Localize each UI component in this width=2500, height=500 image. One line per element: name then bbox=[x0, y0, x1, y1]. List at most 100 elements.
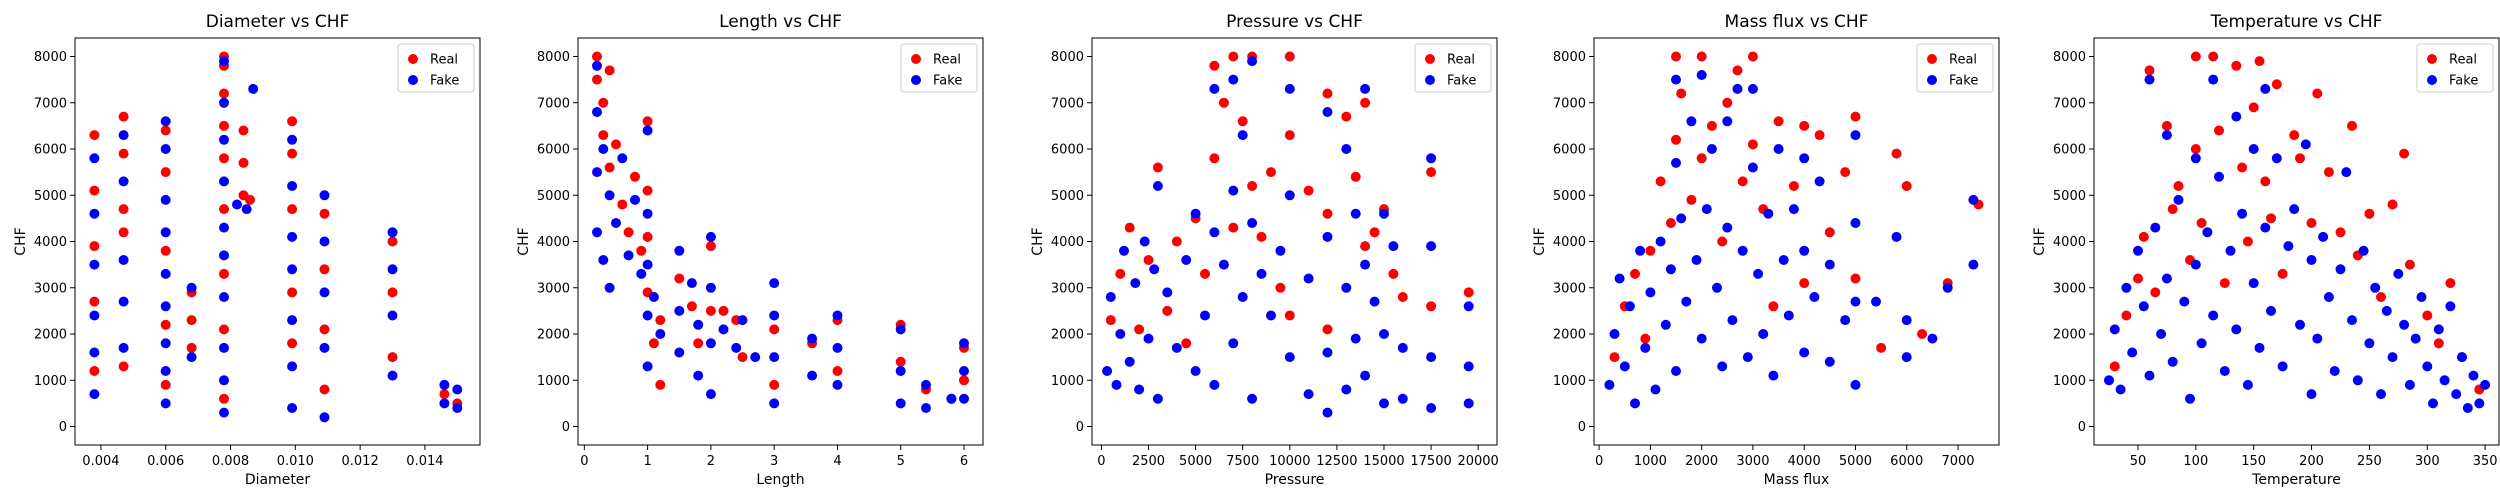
point-real bbox=[617, 199, 628, 210]
point-real bbox=[2144, 65, 2155, 76]
point-real bbox=[1171, 236, 1182, 247]
point-real bbox=[1360, 241, 1371, 252]
point-real bbox=[2138, 231, 2149, 242]
point-real bbox=[287, 204, 298, 215]
point-fake bbox=[219, 97, 229, 108]
point-fake bbox=[807, 333, 818, 344]
point-fake bbox=[160, 301, 171, 312]
point-real bbox=[2133, 273, 2143, 284]
x-tick-label: 1000 bbox=[1634, 454, 1667, 469]
point-real bbox=[219, 120, 229, 131]
point-fake bbox=[2179, 296, 2190, 307]
x-tick-label: 1 bbox=[643, 454, 651, 469]
legend: Real Fake bbox=[1414, 43, 1492, 93]
x-axis-label: Mass flux bbox=[1764, 472, 1830, 488]
point-fake bbox=[1266, 310, 1276, 321]
point-fake bbox=[387, 310, 398, 321]
point-real bbox=[319, 384, 330, 395]
legend-marker-fake bbox=[408, 75, 418, 85]
x-tick-label: 0.010 bbox=[277, 454, 314, 469]
point-real bbox=[2445, 278, 2456, 289]
point-fake bbox=[1747, 162, 1758, 173]
point-real bbox=[2190, 51, 2201, 62]
point-fake bbox=[2410, 333, 2421, 344]
point-real bbox=[2167, 204, 2178, 215]
point-real bbox=[1228, 222, 1239, 233]
point-fake bbox=[186, 352, 197, 363]
point-real bbox=[1275, 282, 1286, 293]
point-fake bbox=[1322, 231, 1333, 242]
point-fake bbox=[118, 130, 129, 141]
x-tick-label: 0.006 bbox=[147, 454, 184, 469]
point-real bbox=[1645, 245, 1656, 256]
point-fake bbox=[1350, 208, 1361, 219]
point-fake bbox=[636, 268, 647, 279]
point-fake bbox=[2439, 375, 2450, 386]
point-fake bbox=[623, 250, 634, 261]
scatter-points bbox=[2104, 51, 2491, 413]
point-fake bbox=[959, 393, 969, 404]
point-fake bbox=[1369, 296, 1380, 307]
point-real bbox=[1706, 120, 1717, 131]
point-fake bbox=[1712, 282, 1722, 293]
point-fake bbox=[1209, 227, 1220, 238]
point-real bbox=[1152, 162, 1163, 173]
point-real bbox=[959, 375, 969, 386]
point-fake bbox=[2173, 194, 2184, 205]
plot-frame bbox=[1091, 37, 1498, 446]
point-real bbox=[2404, 259, 2415, 270]
x-tick-label: 2500 bbox=[1132, 454, 1165, 469]
point-fake bbox=[2144, 370, 2155, 381]
point-real bbox=[2231, 60, 2242, 71]
point-real bbox=[2173, 181, 2184, 191]
chart-title: Length vs CHF bbox=[719, 12, 842, 32]
legend-label-real: Real bbox=[430, 53, 458, 68]
x-tick-label: 0 bbox=[580, 454, 588, 469]
point-real bbox=[1788, 181, 1799, 191]
point-fake bbox=[1379, 398, 1389, 409]
point-fake bbox=[959, 338, 969, 349]
point-fake bbox=[2138, 301, 2149, 312]
point-real bbox=[1322, 88, 1333, 99]
point-fake bbox=[959, 366, 969, 376]
legend-label-real: Real bbox=[933, 53, 961, 68]
legend-label-fake: Fake bbox=[2449, 74, 2478, 89]
point-fake bbox=[219, 176, 229, 187]
point-fake bbox=[642, 125, 653, 136]
point-real bbox=[1891, 148, 1902, 159]
point-real bbox=[718, 305, 729, 316]
point-fake bbox=[1463, 301, 1474, 312]
point-fake bbox=[2208, 74, 2219, 85]
y-tick-label: 4000 bbox=[537, 235, 570, 250]
legend: Real Fake bbox=[2416, 43, 2494, 93]
point-real bbox=[89, 296, 100, 307]
point-fake bbox=[2347, 315, 2357, 326]
x-axis-label: Temperature bbox=[2251, 472, 2341, 488]
point-real bbox=[648, 338, 659, 349]
point-fake bbox=[2144, 74, 2155, 85]
point-fake bbox=[2335, 264, 2346, 275]
point-fake bbox=[118, 342, 129, 353]
y-tick-label: 5000 bbox=[1051, 189, 1084, 204]
point-real bbox=[1901, 181, 1912, 191]
point-fake bbox=[2300, 139, 2311, 150]
point-fake bbox=[2109, 324, 2120, 335]
point-real bbox=[642, 185, 653, 196]
point-fake bbox=[287, 403, 298, 413]
point-real bbox=[1426, 167, 1437, 178]
point-real bbox=[2271, 79, 2282, 90]
point-real bbox=[219, 324, 229, 335]
point-fake bbox=[1350, 333, 1361, 344]
point-real bbox=[118, 227, 129, 238]
point-fake bbox=[642, 310, 653, 321]
point-fake bbox=[319, 287, 330, 298]
point-real bbox=[2364, 208, 2375, 219]
scatter-points bbox=[89, 51, 463, 423]
point-fake bbox=[592, 227, 602, 238]
point-real bbox=[1876, 342, 1887, 353]
y-axis-label: CHF bbox=[13, 227, 29, 255]
point-fake bbox=[319, 190, 330, 201]
point-fake bbox=[219, 134, 229, 145]
chart-title: Mass flux vs CHF bbox=[1725, 12, 1869, 32]
point-real bbox=[287, 338, 298, 349]
